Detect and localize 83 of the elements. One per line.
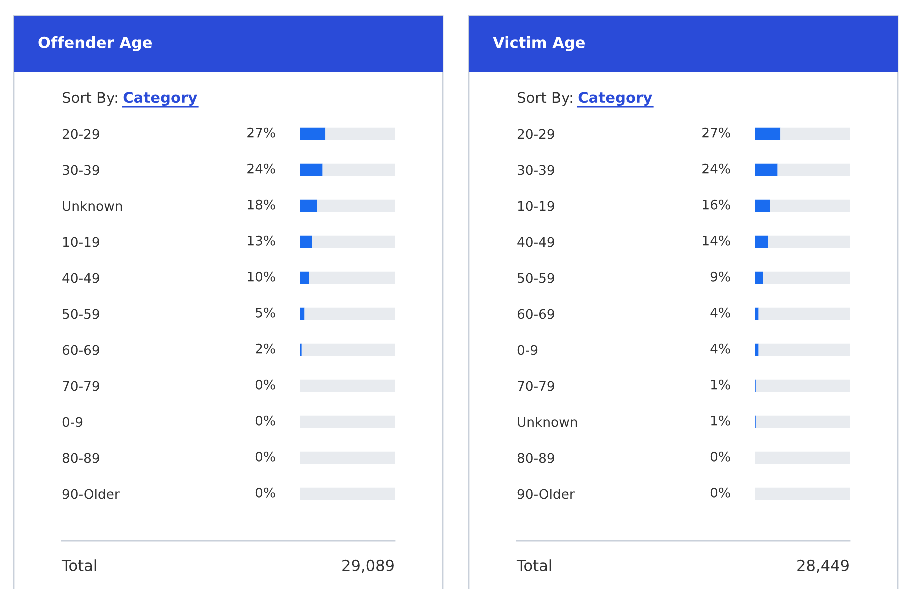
bar <box>778 164 850 176</box>
bar <box>300 272 310 284</box>
data-label: 5% <box>256 308 276 318</box>
y-tick-label: 10-19 <box>518 201 554 212</box>
y-tick-label: 50-59 <box>518 273 554 284</box>
y-tick-label: 0-9 <box>518 345 538 356</box>
data-label: 14% <box>703 236 730 246</box>
data-label: 4% <box>710 344 730 354</box>
y-tick-label: 80-89 <box>518 453 554 464</box>
text: Offender Age <box>38 36 152 52</box>
data-label: 16% <box>703 200 730 210</box>
y-tick-label: 80-89 <box>62 453 100 464</box>
data-label: 0% <box>256 488 276 498</box>
data-label: 27% <box>702 128 730 138</box>
data-label: 24% <box>702 164 730 174</box>
data-label: 0% <box>710 452 730 462</box>
bar <box>764 272 850 284</box>
bar <box>758 344 850 356</box>
data-label: 1% <box>712 380 730 390</box>
bar <box>768 236 850 248</box>
bar <box>312 236 395 248</box>
text: Total <box>62 560 96 572</box>
y-tick-label: 20-29 <box>62 129 100 140</box>
text: 28,449 <box>798 560 849 573</box>
bar <box>755 128 781 140</box>
y-tick-label: 90-Older <box>518 488 575 500</box>
data-label: 24% <box>248 164 276 174</box>
text: Sort By: <box>518 92 572 106</box>
bar <box>300 128 326 140</box>
bar <box>755 164 778 176</box>
data-label: 0% <box>256 380 276 390</box>
y-tick-label: 40-49 <box>518 237 554 248</box>
y-tick-label: 10-19 <box>63 237 100 248</box>
bar <box>322 164 395 176</box>
y-tick-label: 30-39 <box>63 165 100 176</box>
bar <box>755 200 770 212</box>
text: 29,089 <box>342 560 394 573</box>
y-tick-label: 60-69 <box>62 345 100 356</box>
y-tick-label: 50-59 <box>63 309 100 320</box>
bar <box>758 308 850 320</box>
bar <box>755 272 764 284</box>
y-tick-label: 60-69 <box>518 309 554 320</box>
y-tick-label: 70-79 <box>518 381 554 392</box>
text: Sort By: <box>62 92 118 106</box>
bar <box>300 164 323 176</box>
bar <box>304 308 395 320</box>
data-label: 9% <box>710 272 730 282</box>
bar <box>326 128 395 140</box>
data-label: 0% <box>256 416 276 426</box>
data-label: 18% <box>248 200 276 210</box>
text: Victim Age <box>493 36 586 52</box>
bar <box>300 236 312 248</box>
y-tick-label: 70-79 <box>63 381 100 392</box>
y-tick-label: 20-29 <box>518 129 554 140</box>
data-label: 0% <box>256 452 276 462</box>
y-tick-label: 90-Older <box>62 488 120 500</box>
bar <box>310 272 395 284</box>
bar <box>302 344 395 356</box>
data-label: 4% <box>710 308 730 318</box>
data-label: 10% <box>248 272 276 282</box>
data-label: 13% <box>248 236 276 246</box>
y-tick-label: Unknown <box>63 200 122 212</box>
text: Total <box>516 560 552 572</box>
y-tick-label: 0-9 <box>62 417 83 428</box>
data-label: 1% <box>712 416 730 426</box>
data-label: 0% <box>710 488 730 498</box>
bar <box>756 416 850 428</box>
y-tick-label: Unknown <box>518 416 578 428</box>
data-label: 27% <box>248 128 276 138</box>
bar <box>300 200 318 212</box>
bar <box>755 344 759 356</box>
text: Category <box>578 92 652 106</box>
bar <box>780 128 850 140</box>
bar <box>300 308 305 320</box>
y-tick-label: 30-39 <box>518 165 554 176</box>
bar <box>317 200 395 212</box>
y-tick-label: 40-49 <box>62 273 100 284</box>
bar <box>770 200 850 212</box>
bar <box>756 380 850 392</box>
bar <box>755 308 759 320</box>
bar <box>755 236 768 248</box>
data-label: 2% <box>256 344 276 354</box>
text: Category <box>124 92 198 106</box>
